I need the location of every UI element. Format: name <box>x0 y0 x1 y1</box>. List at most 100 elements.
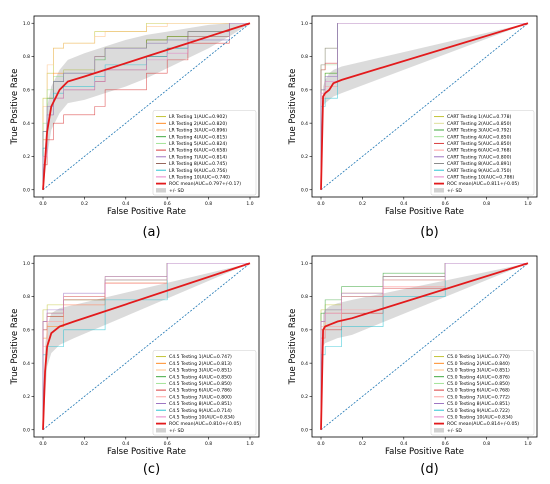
legend-label: LR Testing 3(AUC=0.896) <box>169 128 227 134</box>
legend-label: +/- SD <box>447 428 462 434</box>
roc-curve-testing-10 <box>42 262 250 430</box>
x-tick-label: 0.4 <box>122 441 129 447</box>
legend-label: CART Testing 9(AUC=0.750) <box>447 168 512 174</box>
legend-label: LR Testing 4(AUC=0.815) <box>169 134 227 140</box>
legend-label: C5.0 Testing 5(AUC=0.850) <box>447 381 510 387</box>
y-tick-label: 0.0 <box>301 427 308 433</box>
roc-panel-a: 0.0 0.2 0.4 0.6 0.8 1.0 0.0 0.2 0.4 0.6 0.8 1.0 Fals… <box>10 15 260 240</box>
roc-mean-curve <box>42 262 251 430</box>
y-tick-label: 0.4 <box>23 361 30 367</box>
legend-box <box>152 110 257 196</box>
legend-swatch <box>434 428 444 433</box>
roc-curve-testing-7 <box>42 22 250 190</box>
roc-panel-d: 0.0 0.2 0.4 0.6 0.8 1.0 0.0 0.2 0.4 0.6 0.8 1.0 Fals… <box>288 255 538 477</box>
legend: C4.5 Testing 1(AUC=0.747)C4.5 Testing 2(… <box>152 350 257 436</box>
roc-panel-b: 0.0 0.2 0.4 0.6 0.8 1.0 0.0 0.2 0.4 0.6 0.8 1.0 Fals… <box>288 15 538 240</box>
legend-label: LR Testing 8(AUC=0.745) <box>169 161 227 167</box>
legend: CART Testing 1(AUC=0.778)CART Testing 2(… <box>430 110 535 196</box>
y-axis-label: True Positive Rate <box>288 69 298 146</box>
legend-label: C4.5 Testing 4(AUC=0.850) <box>169 374 232 380</box>
roc-mean-curve <box>320 262 529 430</box>
y-tick-label: 0.2 <box>23 394 30 400</box>
legend-label: C4.5 Testing 5(AUC=0.850) <box>169 381 232 387</box>
x-tick-label: 0.2 <box>359 441 366 447</box>
legend-label: LR Testing 9(AUC=0.756) <box>169 168 227 174</box>
axis-ticks: 0.0 0.2 0.4 0.6 0.8 1.0 0.0 0.2 0.4 0.6 0.8 1.0 <box>23 261 254 447</box>
legend-label: CART Testing 8(AUC=0.891) <box>447 161 512 167</box>
roc-curve-testing-9 <box>320 262 528 430</box>
legend-box <box>152 350 257 436</box>
x-tick-label: 1.0 <box>524 441 531 447</box>
y-tick-label: 0.2 <box>23 154 30 160</box>
y-tick-label: 0.2 <box>301 154 308 160</box>
legend-label: C4.5 Testing 8(AUC=0.851) <box>169 401 232 407</box>
y-axis-label: True Positive Rate <box>10 309 20 386</box>
axis-ticks: 0.0 0.2 0.4 0.6 0.8 1.0 0.0 0.2 0.4 0.6 0.8 1.0 <box>23 21 254 207</box>
legend-box <box>430 110 535 196</box>
roc-curve-testing-10 <box>320 22 528 190</box>
roc-curve-testing-10 <box>320 262 528 430</box>
chance-diagonal <box>320 262 529 431</box>
x-tick-label: 0.0 <box>317 441 324 447</box>
x-tick-label: 0.6 <box>442 441 449 447</box>
legend-label: C5.0 Testing 3(AUC=0.851) <box>447 368 510 374</box>
panel-label: (b) <box>420 225 438 240</box>
legend-label: C4.5 Testing 1(AUC=0.747) <box>169 354 232 360</box>
chance-diagonal <box>42 22 251 191</box>
y-tick-label: 0.8 <box>23 294 30 300</box>
legend-label: C4.5 Testing 6(AUC=0.786) <box>169 388 232 394</box>
legend-label: C4.5 Testing 10(AUC=0.834) <box>169 415 235 421</box>
x-tick-label: 0.2 <box>359 201 366 207</box>
legend-label: CART Testing 5(AUC=0.850) <box>447 141 512 147</box>
panel-label: (d) <box>420 462 438 477</box>
x-tick-label: 1.0 <box>246 441 253 447</box>
legend-label: CART Testing 10(AUC=0.786) <box>447 175 514 181</box>
y-tick-label: 1.0 <box>23 261 30 267</box>
y-tick-label: 0.8 <box>23 54 30 60</box>
x-tick-label: 0.8 <box>483 201 490 207</box>
y-tick-label: 0.6 <box>301 87 308 93</box>
legend-label: C5.0 Testing 8(AUC=0.851) <box>447 401 510 407</box>
y-tick-label: 0.4 <box>301 361 308 367</box>
y-axis-label: True Positive Rate <box>288 309 298 386</box>
y-tick-label: 0.8 <box>301 54 308 60</box>
legend-swatch <box>434 188 444 193</box>
legend-label: ROC mean(AUC=0.797+/-0.17) <box>169 181 241 187</box>
legend-label: C4.5 Testing 3(AUC=0.851) <box>169 368 232 374</box>
x-tick-label: 0.2 <box>81 441 88 447</box>
legend: LR Testing 1(AUC=0.902)LR Testing 2(AUC=… <box>152 110 257 196</box>
y-tick-label: 0.8 <box>301 294 308 300</box>
legend-label: C5.0 Testing 1(AUC=0.770) <box>447 354 510 360</box>
legend-label: CART Testing 1(AUC=0.778) <box>447 114 512 120</box>
y-tick-label: 0.6 <box>301 327 308 333</box>
legend-label: C4.5 Testing 9(AUC=0.714) <box>169 408 232 414</box>
legend-label: LR Testing 1(AUC=0.902) <box>169 114 227 120</box>
x-tick-label: 0.0 <box>39 201 46 207</box>
x-tick-label: 0.6 <box>164 201 171 207</box>
y-tick-label: 0.2 <box>301 394 308 400</box>
legend-swatch <box>156 428 166 433</box>
legend-label: C5.0 Testing 6(AUC=0.768) <box>447 388 510 394</box>
legend-label: ROC mean(AUC=0.811+/-0.05) <box>447 181 519 187</box>
x-axis-label: False Positive Rate <box>385 447 464 457</box>
y-tick-label: 0.0 <box>301 187 308 193</box>
x-tick-label: 0.8 <box>483 441 490 447</box>
y-tick-label: 1.0 <box>301 261 308 267</box>
x-axis-label: False Positive Rate <box>385 207 464 217</box>
legend-label: +/- SD <box>447 188 462 194</box>
y-axis-label: True Positive Rate <box>10 69 20 146</box>
panel-label: (c) <box>143 462 160 477</box>
chance-diagonal <box>42 262 251 431</box>
y-tick-label: 0.6 <box>23 87 30 93</box>
legend-label: LR Testing 2(AUC=0.820) <box>169 121 227 127</box>
x-axis-label: False Positive Rate <box>107 447 186 457</box>
axis-ticks: 0.0 0.2 0.4 0.6 0.8 1.0 0.0 0.2 0.4 0.6 0.8 1.0 <box>301 21 532 207</box>
x-tick-label: 0.8 <box>205 201 212 207</box>
y-tick-label: 0.4 <box>301 121 308 127</box>
legend-label: CART Testing 3(AUC=0.792) <box>447 128 512 134</box>
roc-mean-curve <box>42 22 251 190</box>
y-tick-label: 0.0 <box>23 187 30 193</box>
legend-label: C4.5 Testing 7(AUC=0.800) <box>169 394 232 400</box>
y-tick-label: 1.0 <box>23 21 30 27</box>
